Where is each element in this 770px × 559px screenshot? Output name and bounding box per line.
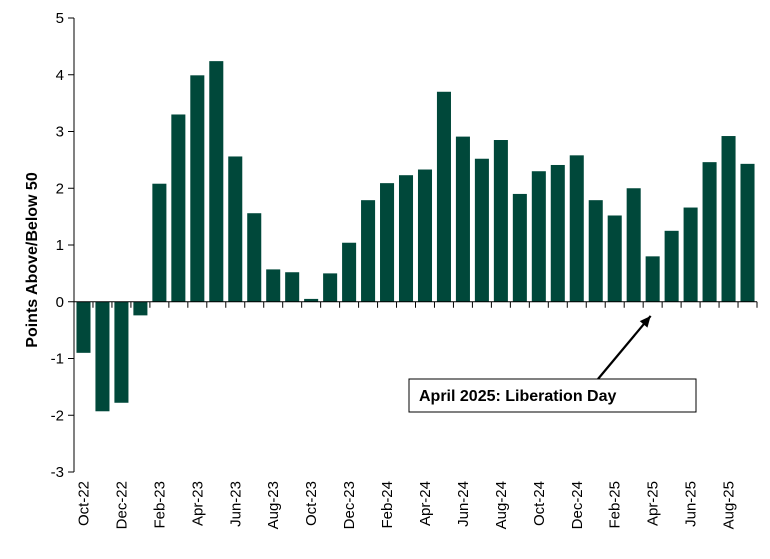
bar-apr-24 — [417, 169, 433, 302]
x-tick-label: Apr-25 — [645, 481, 662, 526]
bar-dec-23 — [342, 242, 357, 302]
x-tick-label: Jun-24 — [455, 481, 472, 527]
x-tick-label: Jun-23 — [227, 481, 244, 527]
x-tick-label: Dec-22 — [113, 481, 130, 529]
bar-may-23 — [209, 61, 224, 302]
x-tick-label: Dec-24 — [569, 481, 586, 529]
y-tick-label: 3 — [56, 124, 64, 141]
bar-jul-24 — [474, 158, 489, 302]
bar-mar-23 — [171, 114, 186, 302]
bar-nov-22 — [95, 301, 110, 412]
bar-sep-25 — [740, 163, 755, 302]
bar-oct-24 — [531, 171, 546, 302]
bar-feb-23 — [152, 183, 167, 302]
x-tick-label: Feb-24 — [379, 481, 396, 529]
y-tick-label: 1 — [56, 237, 64, 254]
y-tick-label: -1 — [51, 351, 64, 368]
x-tick-label: Feb-23 — [151, 481, 168, 529]
x-tick-label: Aug-24 — [493, 481, 510, 529]
x-tick-label: Apr-23 — [189, 481, 206, 526]
bar-jan-23 — [133, 301, 148, 316]
bar-jun-25 — [683, 207, 698, 302]
x-tick-label: Apr-24 — [417, 481, 434, 526]
bar-nov-23 — [323, 273, 338, 302]
y-tick-label: -3 — [51, 464, 64, 481]
bar-feb-24 — [380, 183, 395, 302]
y-tick-label: -2 — [51, 407, 64, 424]
bar-aug-23 — [266, 269, 281, 302]
y-tick-label: 5 — [56, 10, 64, 27]
bar-jan-25 — [588, 200, 603, 302]
bar-jan-24 — [361, 200, 376, 302]
bar-mar-24 — [398, 175, 414, 302]
bar-dec-24 — [569, 155, 584, 302]
bars-group — [76, 61, 755, 412]
bar-mar-25 — [626, 188, 641, 302]
bar-feb-25 — [607, 215, 622, 302]
bar-oct-22 — [76, 301, 91, 353]
y-tick-label: 2 — [56, 180, 64, 197]
axes-group: 5 4 3 2 1 0 -1 -2 -3 Oct-22 Dec-22 Feb-23 Apr-23 Jun-… — [51, 10, 758, 529]
bar-may-24 — [436, 91, 451, 302]
bar-sep-23 — [285, 272, 300, 302]
bar-sep-24 — [512, 193, 527, 302]
bar-oct-23 — [304, 298, 319, 302]
x-tick-label: Aug-23 — [265, 481, 282, 529]
annotation-arrowhead — [639, 315, 651, 328]
x-tick-label: Oct-23 — [303, 481, 320, 526]
bar-jul-23 — [247, 213, 262, 302]
bar-aug-24 — [493, 140, 508, 302]
x-tick-label: Oct-24 — [531, 481, 548, 526]
x-tick-label: Feb-25 — [607, 481, 624, 529]
y-tick-label: 4 — [56, 67, 64, 84]
bar-apr-25 — [645, 256, 660, 302]
x-tick-label: Jun-25 — [683, 481, 700, 527]
x-tick-label: Oct-22 — [75, 481, 92, 526]
annotation-arrow-line — [597, 315, 652, 380]
bar-may-25 — [664, 230, 679, 302]
bar-jun-24 — [455, 136, 470, 302]
annotation-box — [408, 378, 697, 413]
y-tick-label: 0 — [56, 294, 64, 311]
bar-jul-25 — [702, 162, 717, 302]
annotation-text: April 2025: Liberation Day — [419, 388, 616, 405]
bar-apr-23 — [190, 75, 205, 302]
bar-nov-24 — [550, 164, 565, 302]
y-axis-title: Points Above/Below 50 — [24, 172, 41, 348]
x-tick-label: Aug-25 — [721, 481, 738, 529]
x-tick-label: Dec-23 — [341, 481, 358, 529]
bar-jun-23 — [228, 156, 243, 302]
bar-aug-25 — [721, 136, 736, 302]
bar-dec-22 — [114, 301, 129, 403]
annotation-group: April 2025: Liberation Day — [408, 315, 697, 413]
